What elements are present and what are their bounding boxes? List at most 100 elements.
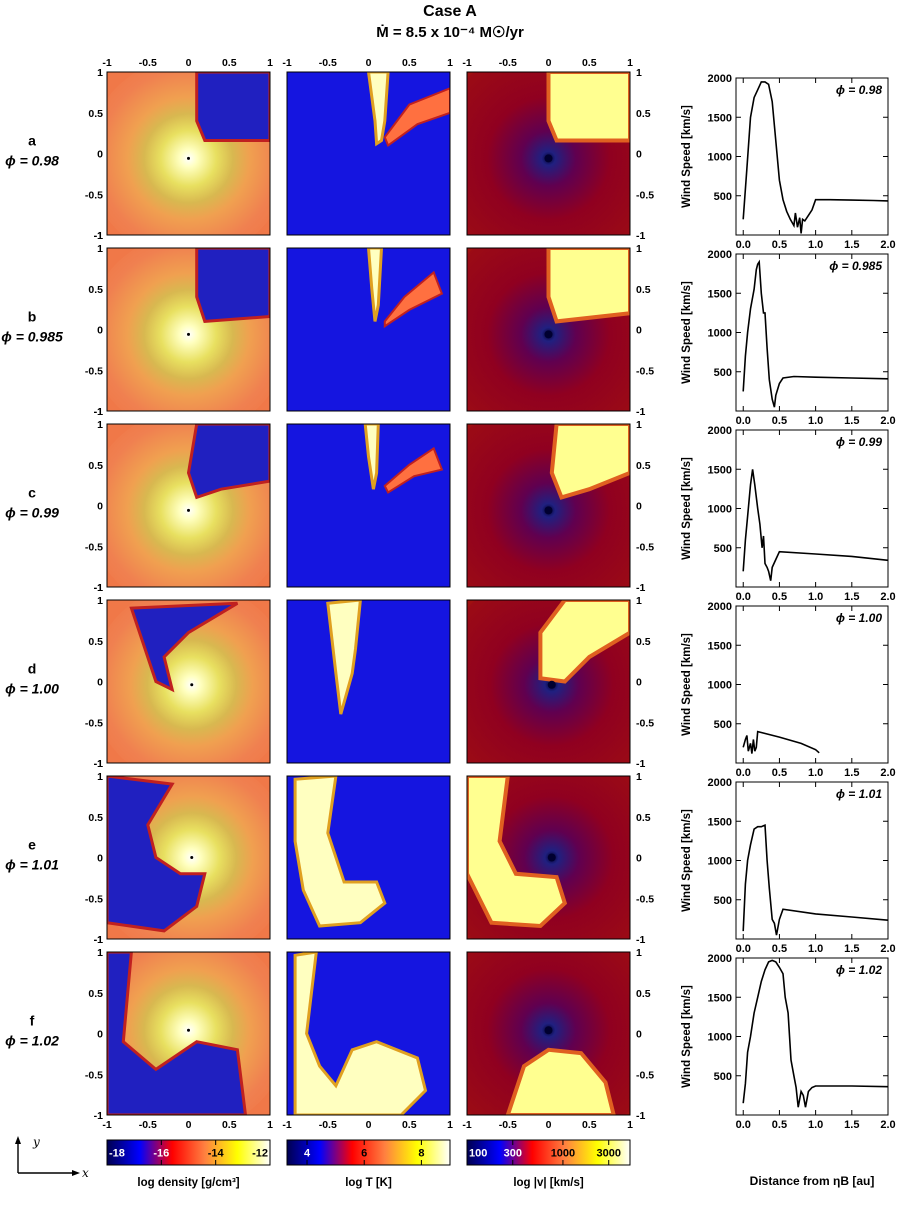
x-tick-label: 2.0 <box>880 943 895 955</box>
x-tick-label: 2.0 <box>880 591 895 603</box>
density-map <box>107 424 270 587</box>
left-tick-label: 0.5 <box>88 812 103 824</box>
x-tick-label: 1.0 <box>808 943 823 955</box>
top-tick-label: 0.5 <box>402 57 417 69</box>
series-label: ϕ = 1.00 <box>836 611 882 625</box>
y-tick-label: 500 <box>714 191 732 203</box>
colorbar-tick-label: 3000 <box>596 1148 620 1160</box>
row-phase: ϕ = 0.985 <box>1 329 63 345</box>
plot-frame <box>735 253 889 412</box>
x-tick-label: 1.0 <box>808 591 823 603</box>
plot-frame <box>735 605 889 764</box>
right-tick-label: 0.5 <box>636 812 651 824</box>
top-tick-label: 0.5 <box>222 57 237 69</box>
right-tick-label: 0 <box>636 677 642 689</box>
figure-title: Case A <box>423 3 477 20</box>
y-tick-label: 1500 <box>708 288 732 300</box>
left-tick-label: -0.5 <box>85 365 103 377</box>
star-marker <box>187 508 190 512</box>
velocity-map <box>467 72 630 235</box>
right-tick-label: 1 <box>636 243 642 255</box>
series-label: ϕ = 1.01 <box>836 787 882 801</box>
right-tick-label: -0.5 <box>636 189 654 201</box>
bottom-tick-label: -0.5 <box>139 1119 157 1131</box>
y-tick-label: 1000 <box>708 856 732 868</box>
temperature-map <box>287 776 450 939</box>
top-tick-label: 0 <box>546 57 552 69</box>
top-tick-label: -1 <box>462 57 471 69</box>
right-tick-label: 1 <box>636 771 642 783</box>
left-tick-label: 1 <box>97 771 103 783</box>
left-tick-label: -1 <box>94 758 103 770</box>
y-tick-label: 2000 <box>708 425 732 437</box>
density-map <box>107 72 270 235</box>
top-tick-label: 1 <box>627 57 633 69</box>
bottom-tick-label: 0 <box>546 1119 552 1131</box>
y-tick-label: 500 <box>714 367 732 379</box>
left-tick-label: -1 <box>94 582 103 594</box>
row-letter: c <box>28 485 36 501</box>
density-map <box>107 600 270 763</box>
y-tick-label: 1000 <box>708 1032 732 1044</box>
wind-speed-line <box>742 959 889 1108</box>
left-tick-label: -0.5 <box>85 717 103 729</box>
right-tick-label: -0.5 <box>636 541 654 553</box>
top-tick-label: 1 <box>267 57 273 69</box>
right-tick-label: -0.5 <box>636 717 654 729</box>
x-tick-label: 1.5 <box>844 1119 859 1131</box>
x-tick-label: 1.5 <box>844 943 859 955</box>
x-tick-label: 0.0 <box>736 1119 751 1131</box>
star-marker <box>190 856 194 859</box>
velocity-map <box>467 776 630 939</box>
x-tick-label: 1.0 <box>808 415 823 427</box>
map-row-f: -1 -0.5 0 0.5 1 -1 -0.5 0 0.5 1 -1 -0.5 0 0.5 11 10.5 0.… <box>85 947 654 1131</box>
bottom-tick-label: 0.5 <box>582 1119 597 1131</box>
y-tick-label: 2000 <box>708 249 732 261</box>
right-tick-label: 1 <box>636 419 642 431</box>
left-tick-label: 1 <box>97 243 103 255</box>
plot-frame <box>735 77 889 236</box>
colorbar-tick-label: 8 <box>418 1148 424 1160</box>
wind-speed-plots: 0.0 0.5 1.0 1.5 2.0 500 1000 1500 2000 Wind Speed… <box>681 73 896 1188</box>
velocity-map <box>467 248 630 411</box>
wind-speed-line <box>742 81 889 234</box>
left-tick-label: 1 <box>97 595 103 607</box>
left-tick-label: 0.5 <box>88 284 103 296</box>
map-panels: -1 -0.5 0 0.5 1 -1 -0.5 0 0.5 1 -1 -0.5 0 0.5 11 10.5 0.… <box>85 57 654 1131</box>
map-row-e: 1 10.5 0.50 0-0.5 -0.5-1 -1-1 <box>85 771 654 946</box>
bottom-tick-label: 0.5 <box>222 1119 237 1131</box>
bottom-tick-label: -1 <box>102 1119 111 1131</box>
left-tick-label: -1 <box>94 934 103 946</box>
right-tick-label: 0 <box>636 149 642 161</box>
y-tick-label: 500 <box>714 895 732 907</box>
top-tick-label: 0.5 <box>582 57 597 69</box>
wind-speed-plot-3: 0.0 0.5 1.0 1.5 2.0 500 1000 1500 2000 Wind Speed… <box>681 425 896 603</box>
left-tick-label: 0.5 <box>88 460 103 472</box>
wind-speed-plot-1: 0.0 0.5 1.0 1.5 2.0 500 1000 1500 2000 Wind Speed… <box>681 73 896 251</box>
left-tick-label: -1 <box>94 582 103 594</box>
series-label: ϕ = 1.02 <box>836 963 882 977</box>
x-tick-label: 0.5 <box>772 767 787 779</box>
y-axis-label: Wind Speed [km/s] <box>681 809 693 912</box>
axis-arrows: y x <box>15 1135 89 1180</box>
right-tick-label: 0.5 <box>636 460 651 472</box>
bottom-tick-label: 0.5 <box>402 1119 417 1131</box>
row-letter: a <box>28 133 36 149</box>
y-tick-label: 1500 <box>708 112 732 124</box>
y-tick-label: 2000 <box>708 73 732 85</box>
row-phase: ϕ = 0.98 <box>5 153 59 169</box>
y-tick-label: 500 <box>714 719 732 731</box>
bottom-tick-label: -0.5 <box>319 1119 337 1131</box>
y-tick-label: 1500 <box>708 640 732 652</box>
colorbar-label: log density [g/cm³] <box>137 1177 239 1189</box>
colorbar-1: -18 -16 -14 -12 log density [g/cm³] <box>106 1139 271 1189</box>
y-tick-label: 1000 <box>708 504 732 516</box>
left-tick-label: 1 <box>97 947 103 959</box>
right-tick-label: 1 <box>636 67 642 79</box>
wind-speed-line <box>742 469 889 581</box>
left-tick-label: -0.5 <box>85 893 103 905</box>
x-tick-label: 2.0 <box>880 767 895 779</box>
temperature-map <box>287 248 450 411</box>
wind-speed-plot-6: 0.0 0.5 1.0 1.5 2.0 500 1000 1500 2000 Wind Speed… <box>681 953 896 1131</box>
bottom-tick-label: 1 <box>447 1119 453 1131</box>
